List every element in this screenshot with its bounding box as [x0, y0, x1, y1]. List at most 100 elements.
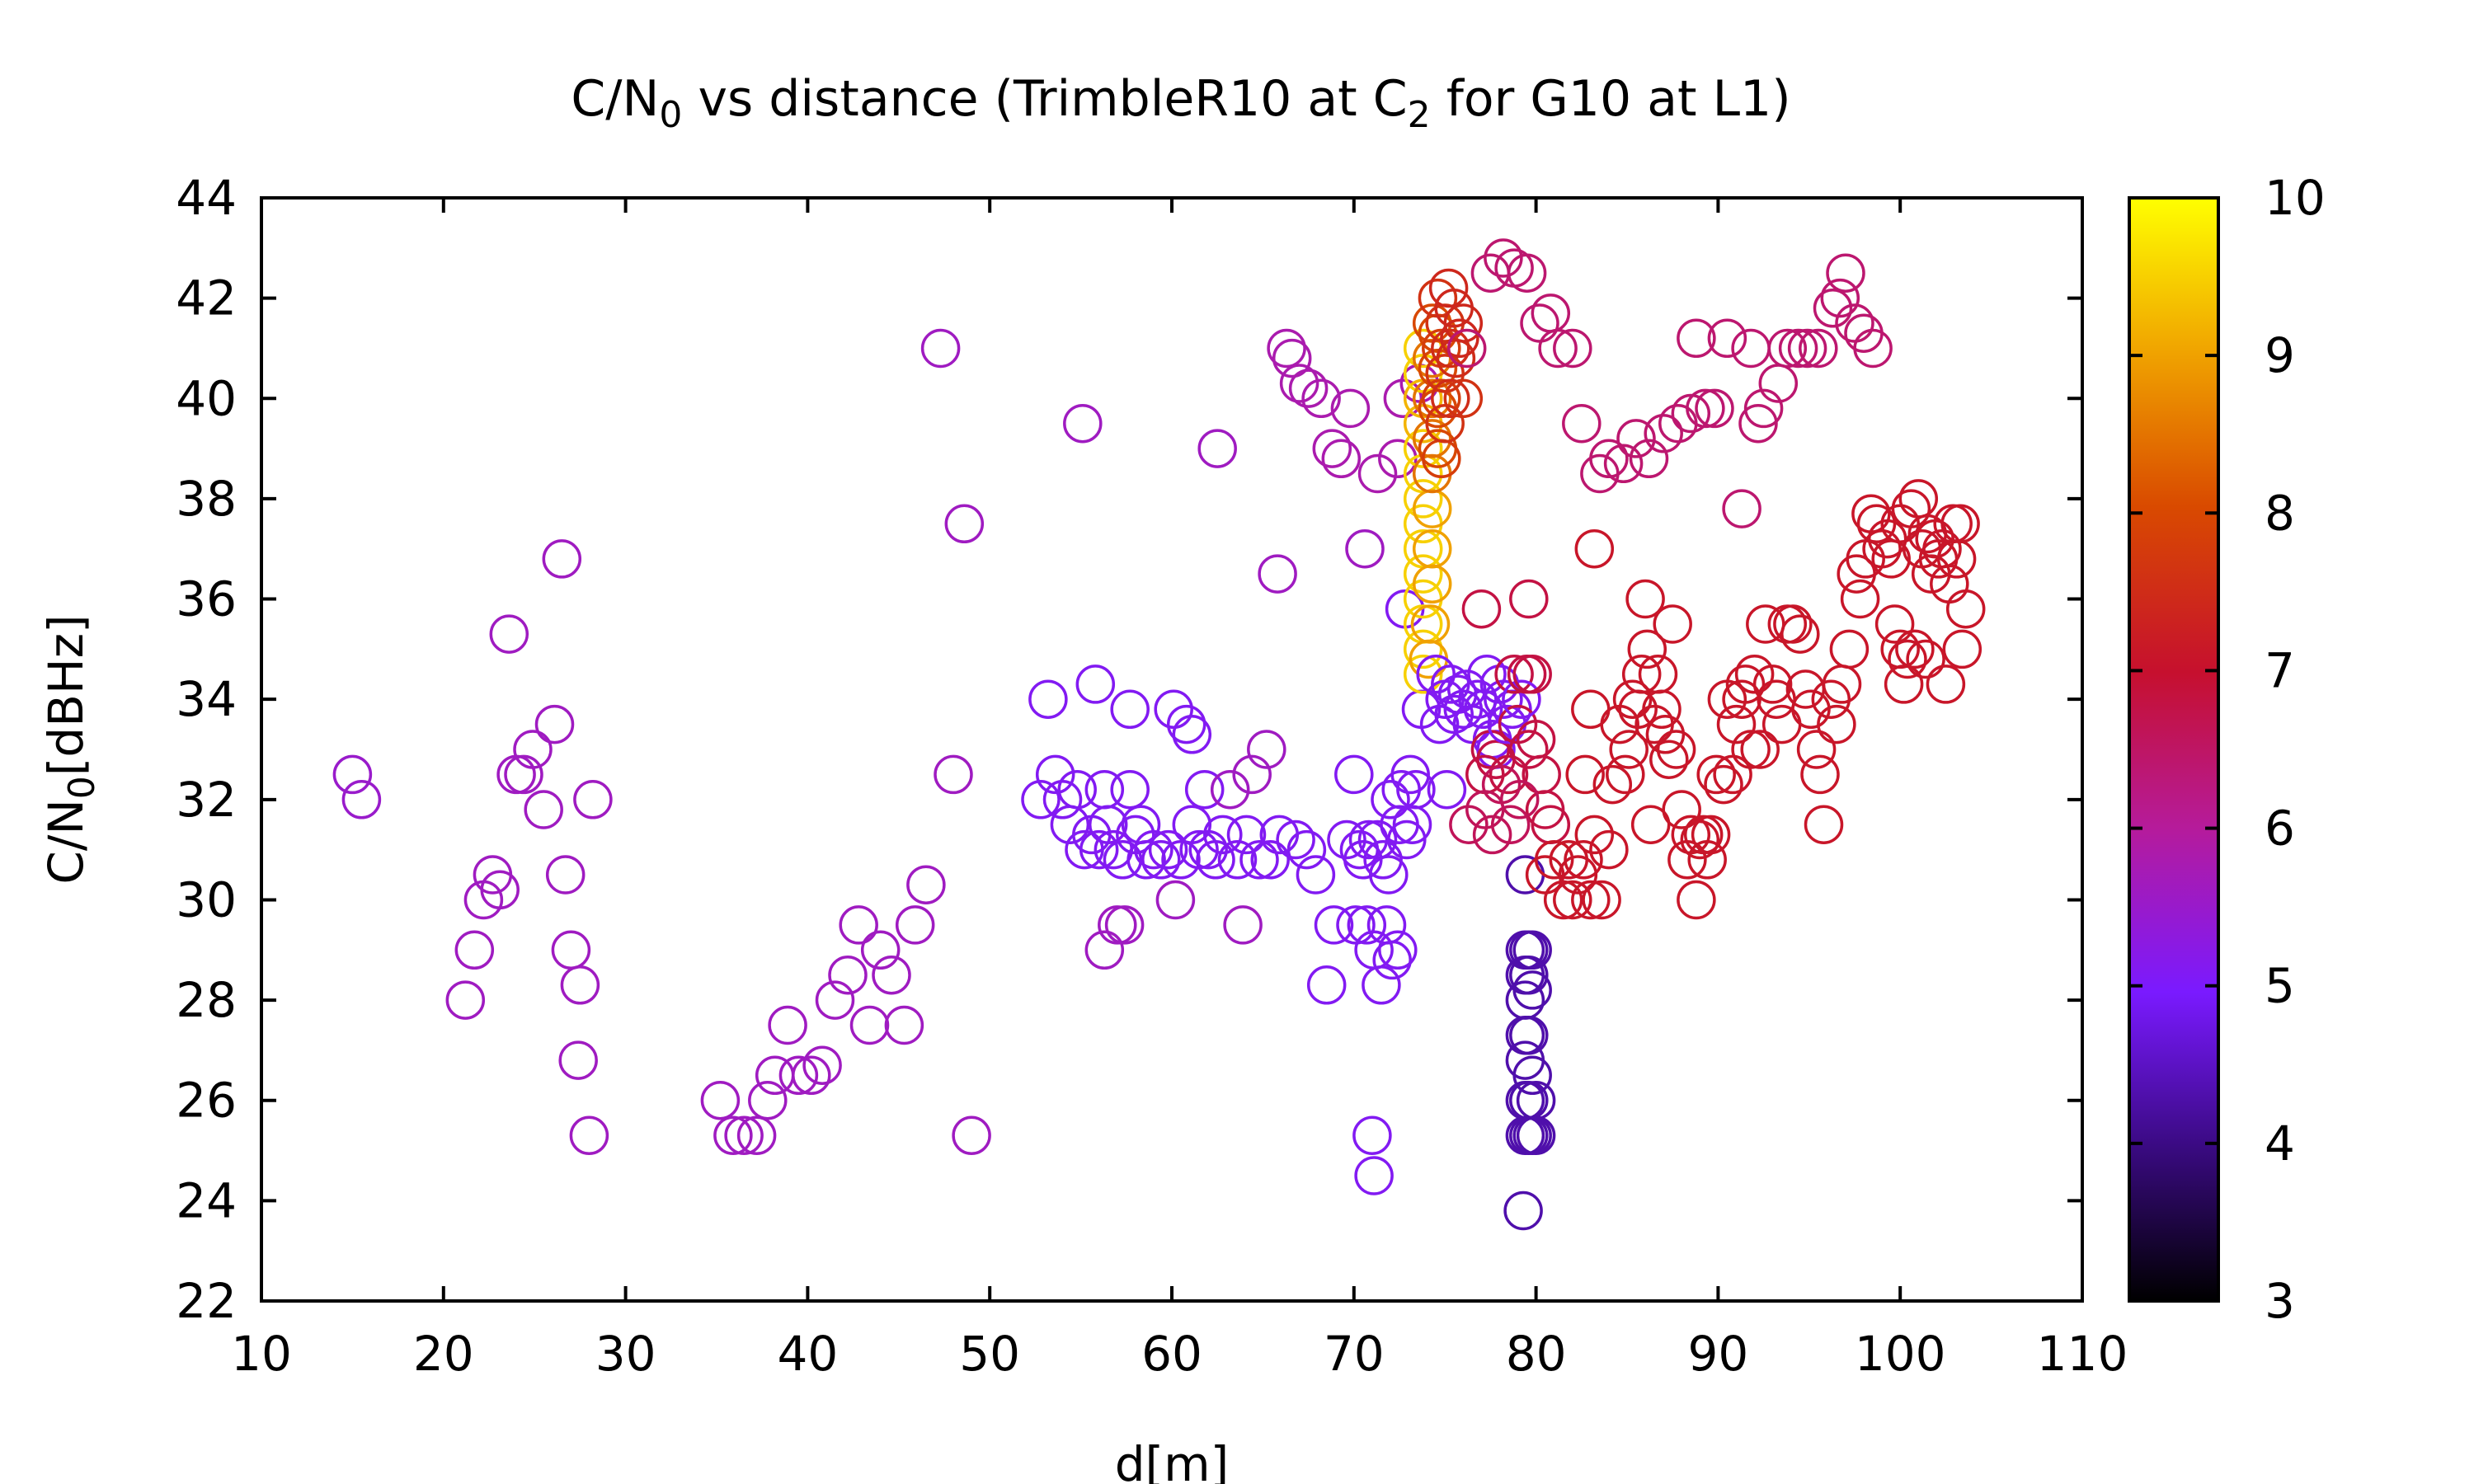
- data-point: [1434, 694, 1474, 735]
- data-point: [1531, 294, 1571, 333]
- data-point: [1829, 629, 1870, 669]
- x-tick-label: 90: [1687, 1326, 1748, 1382]
- colorbar-tick-label: 9: [2265, 327, 2295, 383]
- x-tick-label: 20: [413, 1326, 474, 1382]
- data-point: [1800, 754, 1840, 795]
- data-point: [1272, 338, 1312, 378]
- data-point: [1686, 388, 1725, 429]
- data-point: [1874, 604, 1915, 644]
- data-point: [1348, 819, 1389, 860]
- data-point: [1126, 840, 1166, 880]
- data-point: [1880, 504, 1920, 544]
- data-point: [1656, 730, 1696, 769]
- data-point: [1625, 579, 1665, 619]
- data-point: [1589, 829, 1629, 870]
- data-point: [1787, 328, 1827, 369]
- data-point: [480, 870, 520, 910]
- data-point: [1301, 378, 1341, 419]
- data-point: [1028, 679, 1068, 719]
- data-point: [1443, 378, 1484, 419]
- data-point: [1722, 489, 1761, 528]
- y-tick-label: 36: [176, 571, 237, 627]
- data-point: [1738, 403, 1778, 444]
- data-point: [1512, 1115, 1552, 1156]
- data-point: [1531, 805, 1571, 844]
- data-point: [341, 780, 382, 819]
- colorbar-tick-label: 5: [2265, 958, 2295, 1014]
- data-point: [1926, 665, 1966, 704]
- data-point: [1210, 769, 1250, 810]
- data-point: [768, 1005, 807, 1045]
- data-point: [1141, 840, 1181, 880]
- x-tick-label: 80: [1506, 1326, 1567, 1382]
- chart-title-middle-sub: 2: [1408, 94, 1431, 136]
- data-point: [1512, 1055, 1552, 1096]
- data-point: [1722, 679, 1761, 719]
- data-point: [1898, 479, 1939, 519]
- data-point: [489, 614, 529, 654]
- data-point: [1630, 805, 1671, 844]
- data-point: [1378, 930, 1418, 970]
- y-axis-label-rest: [dBHz]: [38, 614, 94, 776]
- data-point: [1509, 955, 1549, 995]
- data-point: [1796, 730, 1837, 769]
- data-point: [1716, 704, 1757, 744]
- x-tick-label: 30: [595, 1326, 656, 1382]
- data-point: [1352, 1115, 1392, 1156]
- y-axis-label: C/N0[dBHz]: [38, 614, 103, 884]
- x-tick-label: 110: [2037, 1326, 2128, 1382]
- data-point: [1134, 829, 1174, 870]
- data-point: [1687, 840, 1727, 880]
- data-point: [1653, 604, 1692, 644]
- data-point: [1638, 655, 1678, 694]
- data-point: [1553, 880, 1592, 920]
- data-point: [1592, 764, 1633, 805]
- data-point: [1161, 840, 1201, 880]
- data-point: [815, 980, 855, 1020]
- data-point: [1906, 639, 1945, 679]
- y-tick-label: 32: [176, 772, 237, 828]
- y-tick-label: 26: [176, 1073, 237, 1129]
- data-point: [1390, 754, 1430, 795]
- data-point: [1403, 554, 1443, 594]
- data-point: [1725, 665, 1766, 704]
- data-point: [1780, 614, 1820, 654]
- data-point: [1503, 1190, 1543, 1231]
- data-point: [1574, 528, 1615, 569]
- data-point: [1856, 504, 1897, 544]
- data-point: [1088, 805, 1128, 844]
- x-tick-label: 100: [1855, 1326, 1946, 1382]
- data-point: [1357, 453, 1398, 494]
- data-point: [1509, 730, 1549, 769]
- data-point: [1403, 655, 1443, 694]
- data-point: [1629, 439, 1669, 479]
- data-point: [1538, 328, 1578, 369]
- data-point: [1691, 815, 1731, 855]
- y-tick-label: 22: [176, 1273, 237, 1329]
- data-point: [1362, 965, 1401, 1005]
- x-axis-label: d[m]: [1115, 1436, 1230, 1484]
- data-point: [1063, 403, 1103, 444]
- data-point: [534, 704, 575, 744]
- data-point: [1403, 629, 1443, 669]
- data-point: [496, 754, 536, 795]
- x-tick-label: 50: [959, 1326, 1020, 1382]
- data-point: [802, 1045, 842, 1085]
- data-point: [1811, 679, 1851, 719]
- y-tick-label: 24: [176, 1172, 237, 1228]
- chart-title: C/N0 vs distance (TrimbleR10 at C2 for G…: [571, 70, 1790, 136]
- data-point: [1512, 655, 1552, 694]
- data-point: [1589, 439, 1629, 479]
- data-point: [1286, 829, 1327, 870]
- data-point: [1383, 378, 1423, 419]
- data-point: [906, 865, 946, 904]
- data-point: [1314, 905, 1354, 945]
- data-point: [1761, 704, 1802, 744]
- y-tick-label: 38: [176, 471, 237, 527]
- data-point: [849, 1005, 890, 1045]
- data-point: [1888, 639, 1927, 679]
- data-point: [1731, 328, 1771, 369]
- data-point: [1197, 429, 1237, 468]
- x-tick-label: 70: [1324, 1326, 1385, 1382]
